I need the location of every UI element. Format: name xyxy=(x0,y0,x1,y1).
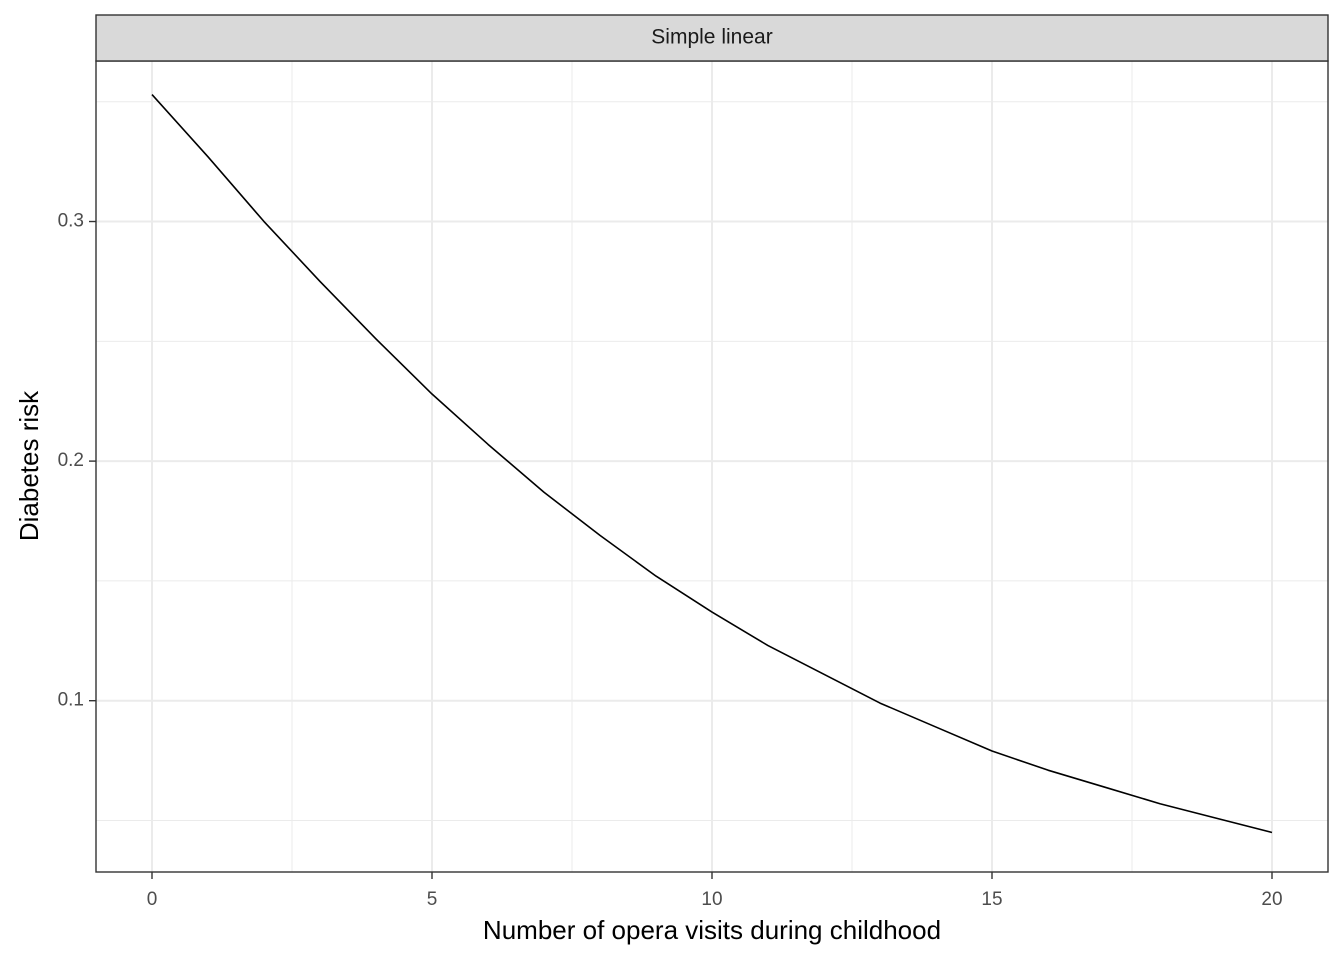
x-tick-label-4: 20 xyxy=(1261,889,1282,910)
x-tick-label-0: 0 xyxy=(147,889,158,910)
y-tick-label-0: 0.1 xyxy=(58,690,84,711)
x-axis-title: Number of opera visits during childhood xyxy=(483,915,941,945)
major-grid xyxy=(96,61,1328,872)
x-tick-label-3: 15 xyxy=(981,889,1002,910)
y-axis-title: Diabetes risk xyxy=(14,390,44,541)
y-tick-label-2: 0.3 xyxy=(58,211,84,232)
x-axis-ticks: 0 5 10 15 20 xyxy=(147,872,1283,910)
series-layer xyxy=(151,94,1273,834)
x-tick-label-1: 5 xyxy=(427,889,438,910)
series-line-0 xyxy=(151,94,1273,834)
y-tick-label-1: 0.2 xyxy=(58,450,84,471)
facet-strip-label: Simple linear xyxy=(651,26,772,49)
facet-strip xyxy=(95,14,1329,62)
x-tick-label-2: 10 xyxy=(701,889,722,910)
y-axis-ticks: 0.1 0.2 0.3 xyxy=(58,211,96,711)
